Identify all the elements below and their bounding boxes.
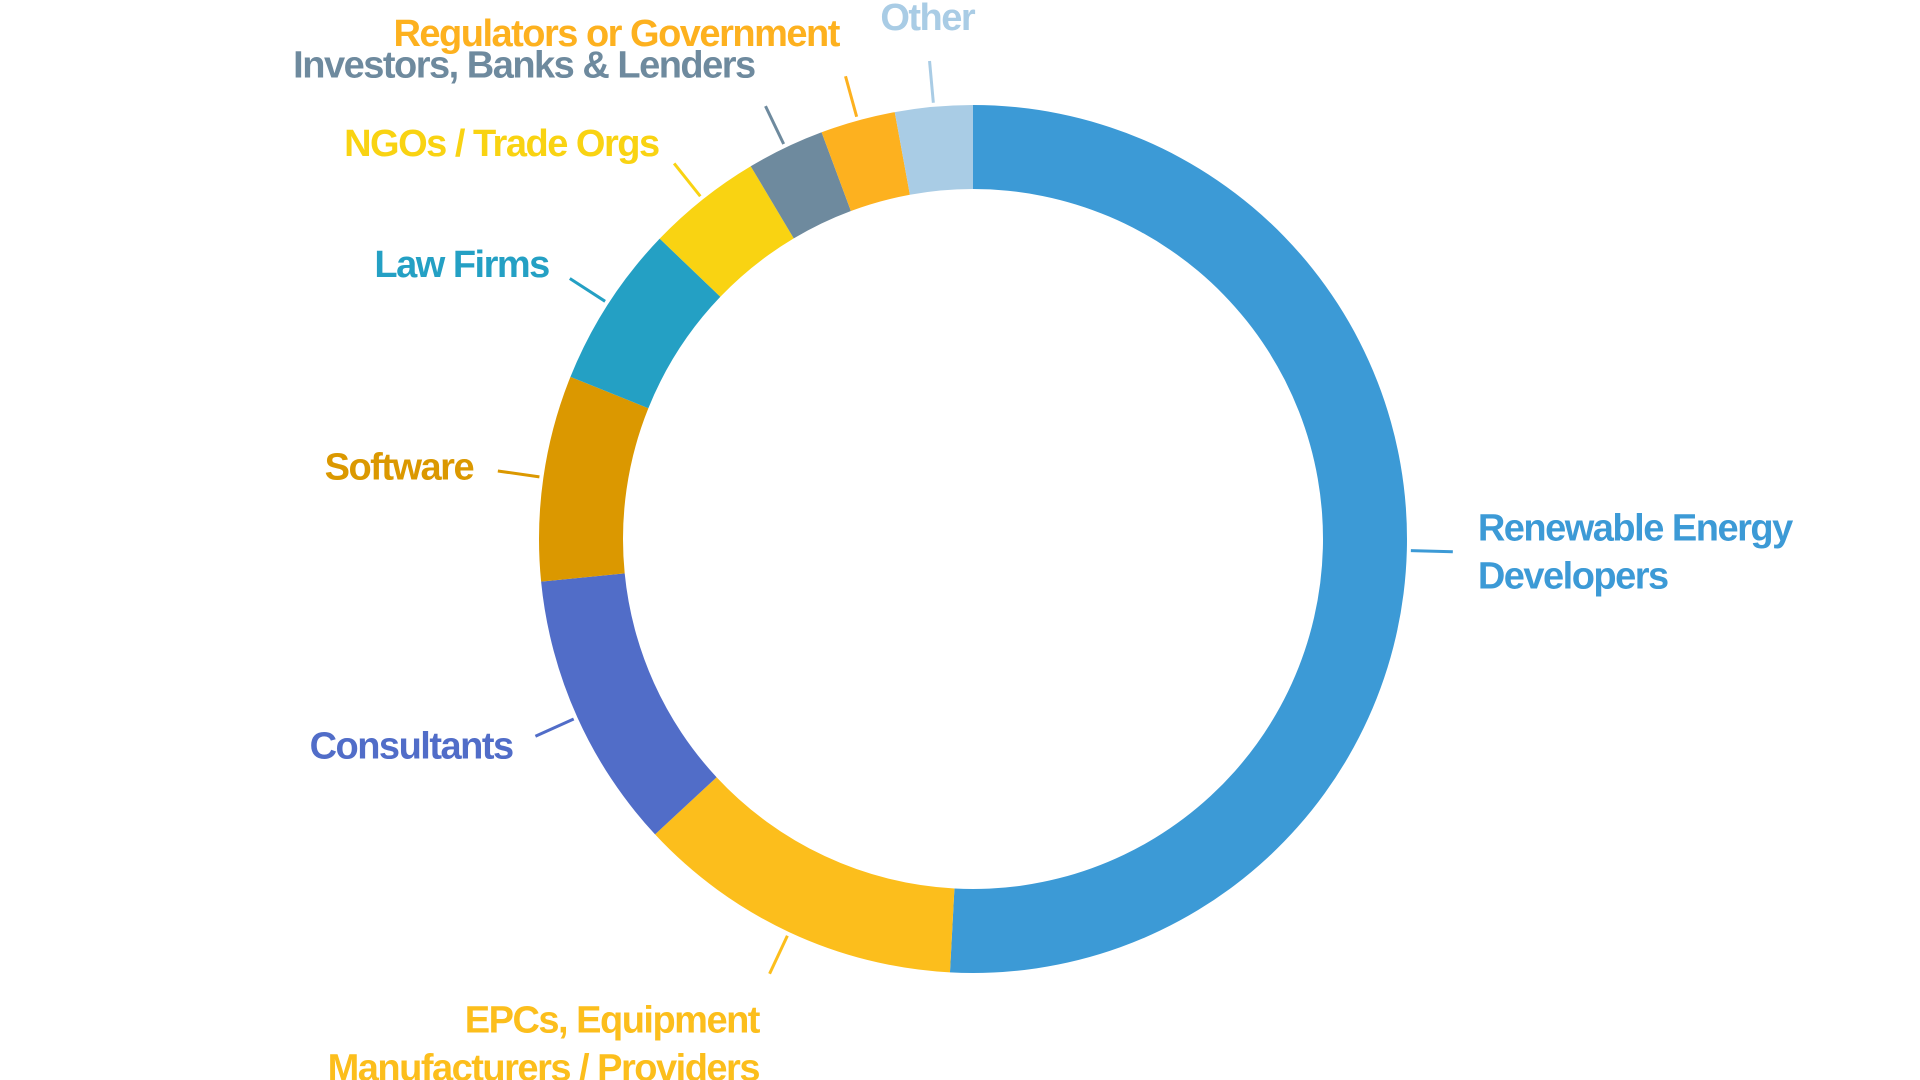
slice-epcs-equipment-manufacturers-providers: [655, 777, 955, 973]
leader-line-ngos-trade-orgs: [672, 162, 702, 198]
label-line-epcs-equipment-manufacturers-providers-1: EPCs, Equipment: [465, 999, 761, 1041]
leader-line-consultants: [534, 717, 575, 738]
leader-line-epcs-equipment-manufacturers-providers: [768, 935, 789, 975]
label-line-consultants-1: Consultants: [310, 726, 513, 768]
slice-software: [538, 376, 649, 582]
label-investors-banks-lenders: Investors, Banks & Lenders: [293, 45, 755, 87]
label-line-epcs-equipment-manufacturers-providers-2: Manufacturers / Providers: [328, 1047, 760, 1080]
leader-line-regulators-or-government: [844, 75, 859, 118]
label-line-law-firms-1: Law Firms: [374, 244, 549, 286]
slice-regulators-or-government: [821, 112, 910, 211]
leader-line-software: [497, 469, 540, 479]
label-regulators-or-government: Regulators or Government: [393, 13, 840, 55]
label-line-regulators-or-government-1: Regulators or Government: [393, 13, 840, 55]
leader-line-other: [928, 60, 935, 103]
leader-line-investors-banks-lenders: [764, 105, 786, 145]
slice-renewable-energy-developers: [949, 105, 1407, 973]
label-line-renewable-energy-developers-2: Developers: [1478, 555, 1668, 597]
slice-investors-banks-lenders: [750, 132, 851, 239]
label-renewable-energy-developers: Renewable Energy Developers: [1478, 507, 1793, 597]
leader-line-renewable-energy-developers: [1410, 549, 1453, 554]
label-line-renewable-energy-developers-1: Renewable Energy: [1478, 507, 1793, 549]
label-epcs-equipment-manufacturers-providers: EPCs, Equipment Manufacturers / Providers: [328, 999, 761, 1080]
slice-ngos-trade-orgs: [659, 166, 794, 297]
label-consultants: Consultants: [310, 726, 513, 768]
label-line-investors-banks-lenders-1: Investors, Banks & Lenders: [293, 45, 755, 87]
slice-other: [894, 105, 973, 195]
label-software: Software: [325, 446, 474, 488]
label-line-ngos-trade-orgs-1: NGOs / Trade Orgs: [344, 123, 659, 165]
leader-line-law-firms: [569, 277, 606, 303]
label-law-firms: Law Firms: [374, 244, 549, 286]
slice-law-firms: [570, 238, 721, 409]
slice-consultants: [541, 573, 717, 835]
label-line-other-1: Other: [880, 0, 976, 39]
label-other: Other: [880, 0, 976, 39]
label-line-software-1: Software: [325, 446, 474, 488]
label-ngos-trade-orgs: NGOs / Trade Orgs: [344, 123, 659, 165]
